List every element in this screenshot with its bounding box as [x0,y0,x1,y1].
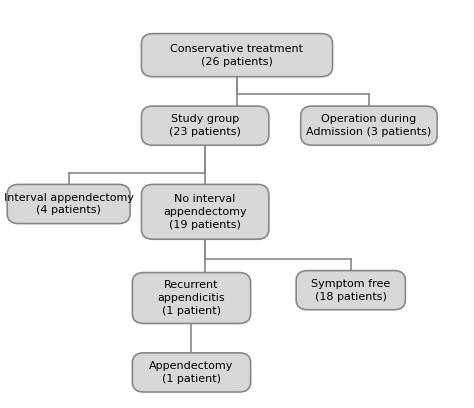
FancyBboxPatch shape [141,106,269,145]
FancyBboxPatch shape [296,271,405,310]
Text: No interval
appendectomy
(19 patients): No interval appendectomy (19 patients) [164,194,247,230]
Text: Operation during
Admission (3 patients): Operation during Admission (3 patients) [306,114,432,137]
FancyBboxPatch shape [7,184,130,224]
Text: Recurrent
appendicitis
(1 patient): Recurrent appendicitis (1 patient) [158,280,225,316]
Text: Conservative treatment
(26 patients): Conservative treatment (26 patients) [171,44,303,67]
FancyBboxPatch shape [141,184,269,239]
Text: Interval appendectomy
(4 patients): Interval appendectomy (4 patients) [4,193,134,215]
Text: Symptom free
(18 patients): Symptom free (18 patients) [311,279,391,302]
FancyBboxPatch shape [301,106,437,145]
FancyBboxPatch shape [141,33,333,77]
Text: Study group
(23 patients): Study group (23 patients) [169,114,241,137]
Text: Appendectomy
(1 patient): Appendectomy (1 patient) [149,361,234,384]
FancyBboxPatch shape [132,273,251,324]
FancyBboxPatch shape [132,353,251,392]
